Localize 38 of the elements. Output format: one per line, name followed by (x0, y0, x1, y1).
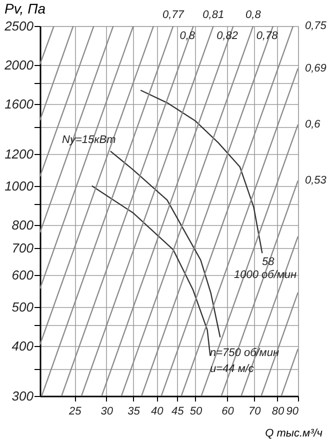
annotation: Ny=15кВт (62, 134, 116, 146)
annotation: 0,8 (246, 9, 262, 21)
x-tick-label: 25 (68, 406, 82, 418)
y-tick-label: 2500 (4, 18, 34, 34)
x-tick-label: 60 (222, 406, 235, 418)
annotation: 0,77 (162, 9, 185, 21)
annotation: 0,82 (216, 30, 238, 42)
annotation: 1000 об/мин (234, 269, 297, 281)
x-tick-label: 80 (272, 406, 285, 418)
y-tick-label: 500 (12, 299, 34, 314)
annotation: 0,78 (256, 30, 279, 42)
x-axis-title: Q тыс.м³/ч (265, 428, 323, 439)
y-tick-label: 1200 (4, 146, 34, 162)
annotation: 0,81 (202, 9, 224, 21)
x-tick-label: 35 (128, 406, 141, 418)
y-tick-label: 700 (12, 240, 34, 256)
annotation: 0,75 (305, 20, 327, 32)
annotation: 0,6 (305, 118, 322, 130)
x-tick-label: 45 (171, 406, 185, 418)
x-tick-label: 40 (150, 406, 164, 418)
annotation: 0,8 (180, 30, 196, 42)
annotation: u=44 м/с (210, 363, 254, 375)
y-tick-label: 400 (12, 338, 34, 354)
annotation: n=750 об/мин (210, 347, 280, 359)
y-tick-label: 300 (12, 388, 34, 404)
y-tick-label: 600 (12, 268, 34, 283)
annotation: 0,69 (305, 62, 326, 74)
x-tick-label: 50 (190, 406, 203, 418)
x-tick-label: 70 (248, 406, 262, 418)
y-tick-label: 800 (12, 217, 34, 232)
y-tick-label: 1000 (4, 178, 34, 194)
annotation: 58 (262, 256, 276, 268)
x-tick-label: 90 (286, 406, 300, 418)
y-axis-title: Pv, Па (4, 0, 46, 16)
x-tick-label: 30 (100, 406, 114, 418)
y-tick-label: 2000 (4, 57, 34, 72)
annotation: 0,53 (305, 174, 327, 187)
y-tick-label: 1600 (4, 96, 34, 112)
